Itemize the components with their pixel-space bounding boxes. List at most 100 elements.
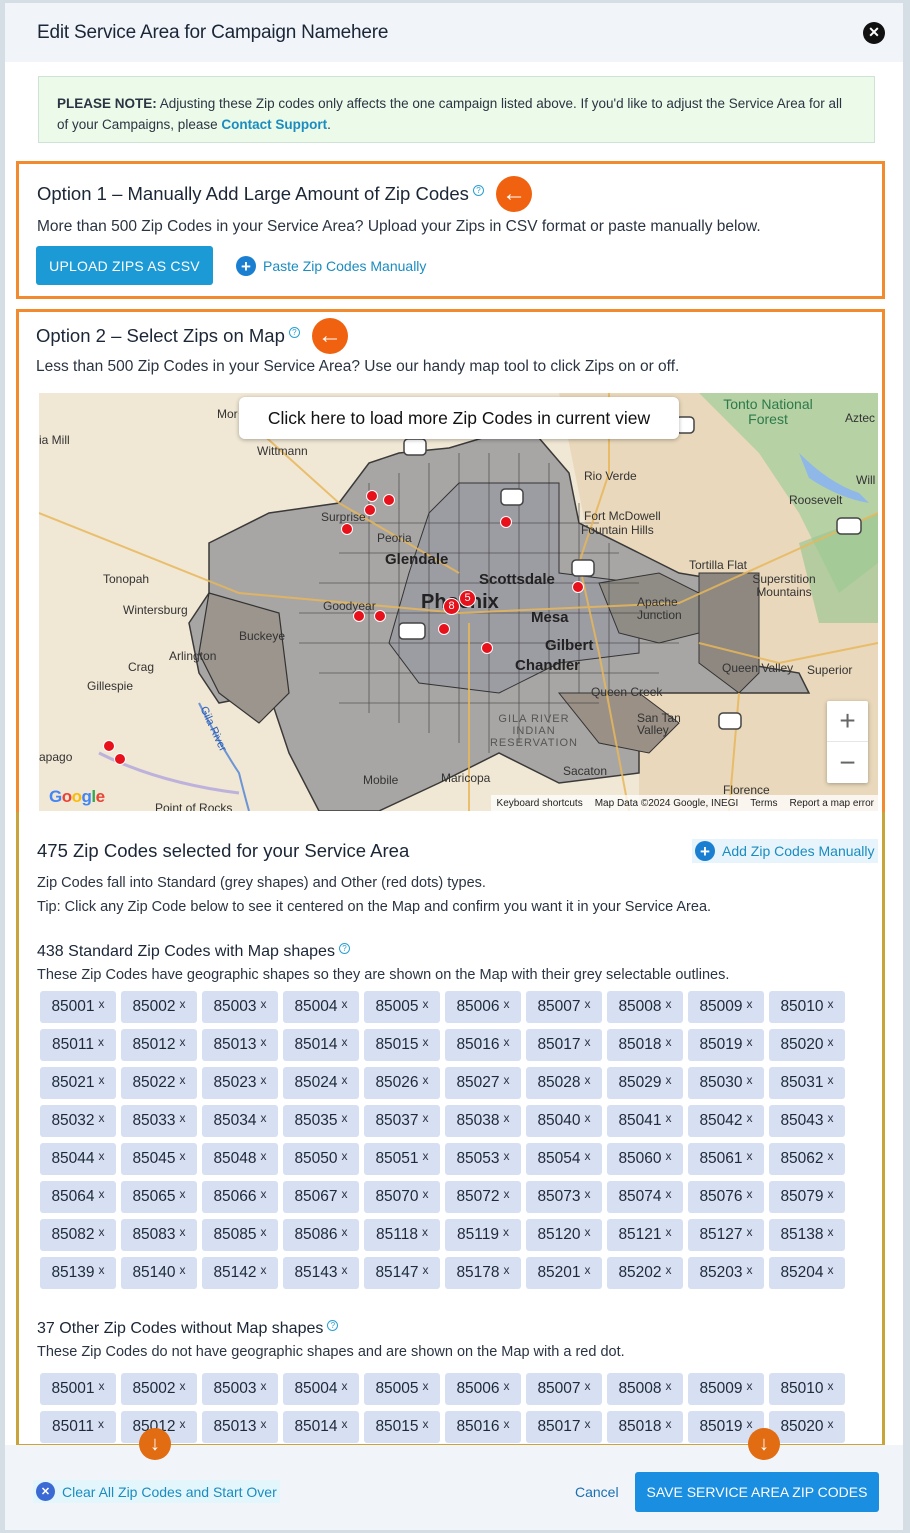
zip-chip[interactable]: 85017 x	[526, 1029, 602, 1061]
remove-zip-icon[interactable]: x	[260, 1379, 267, 1393]
zip-chip[interactable]: 85034 x	[202, 1105, 278, 1137]
remove-zip-icon[interactable]: x	[422, 1035, 429, 1049]
remove-zip-icon[interactable]: x	[260, 1111, 267, 1125]
zip-chip[interactable]: 85027 x	[445, 1067, 521, 1099]
zip-dot-marker[interactable]	[572, 581, 584, 593]
help-icon[interactable]: ?	[288, 326, 300, 338]
clear-all-zips-link[interactable]: ✕ Clear All Zip Codes and Start Over	[33, 1480, 280, 1503]
remove-zip-icon[interactable]: x	[584, 1225, 591, 1239]
zip-chip[interactable]: 85016 x	[445, 1029, 521, 1061]
zip-chip[interactable]: 85004 x	[283, 991, 359, 1023]
zip-chip[interactable]: 85127 x	[688, 1219, 764, 1251]
remove-zip-icon[interactable]: x	[584, 997, 591, 1011]
zip-chip[interactable]: 85138 x	[769, 1219, 845, 1251]
zip-chip[interactable]: 85202 x	[607, 1257, 683, 1289]
zip-chip[interactable]: 85201 x	[526, 1257, 602, 1289]
remove-zip-icon[interactable]: x	[98, 1225, 105, 1239]
remove-zip-icon[interactable]: x	[503, 1035, 510, 1049]
remove-zip-icon[interactable]: x	[503, 997, 510, 1011]
zip-chip[interactable]: 85002 x	[121, 1373, 197, 1405]
remove-zip-icon[interactable]: x	[422, 1187, 429, 1201]
remove-zip-icon[interactable]: x	[179, 1073, 186, 1087]
zip-chip[interactable]: 85083 x	[121, 1219, 197, 1251]
zip-chip[interactable]: 85070 x	[364, 1181, 440, 1213]
remove-zip-icon[interactable]: x	[179, 1035, 186, 1049]
remove-zip-icon[interactable]: x	[827, 1111, 834, 1125]
zip-chip[interactable]: 85139 x	[40, 1257, 116, 1289]
zip-chip[interactable]: 85024 x	[283, 1067, 359, 1099]
remove-zip-icon[interactable]: x	[665, 1187, 672, 1201]
zip-chip[interactable]: 85031 x	[769, 1067, 845, 1099]
zip-chip[interactable]: 85017 x	[526, 1411, 602, 1443]
zip-chip[interactable]: 85062 x	[769, 1143, 845, 1175]
zip-chip[interactable]: 85064 x	[40, 1181, 116, 1213]
zip-chip[interactable]: 85035 x	[283, 1105, 359, 1137]
zip-chip[interactable]: 85022 x	[121, 1067, 197, 1099]
zip-chip[interactable]: 85147 x	[364, 1257, 440, 1289]
zip-chip[interactable]: 85120 x	[526, 1219, 602, 1251]
remove-zip-icon[interactable]: x	[584, 1417, 591, 1431]
zip-chip[interactable]: 85020 x	[769, 1411, 845, 1443]
zip-dot-marker[interactable]	[366, 490, 378, 502]
remove-zip-icon[interactable]: x	[827, 1263, 834, 1277]
remove-zip-icon[interactable]: x	[260, 1035, 267, 1049]
zip-chip[interactable]: 85010 x	[769, 1373, 845, 1405]
zip-chip[interactable]: 85005 x	[364, 1373, 440, 1405]
remove-zip-icon[interactable]: x	[746, 1417, 753, 1431]
remove-zip-icon[interactable]: x	[503, 1187, 510, 1201]
remove-zip-icon[interactable]: x	[503, 1263, 510, 1277]
zip-chip[interactable]: 85076 x	[688, 1181, 764, 1213]
zip-dot-marker[interactable]	[114, 753, 126, 765]
remove-zip-icon[interactable]: x	[746, 997, 753, 1011]
remove-zip-icon[interactable]: x	[665, 1379, 672, 1393]
zip-cluster-marker[interactable]: 5	[459, 590, 476, 607]
remove-zip-icon[interactable]: x	[584, 1379, 591, 1393]
remove-zip-icon[interactable]: x	[422, 1111, 429, 1125]
remove-zip-icon[interactable]: x	[584, 1149, 591, 1163]
load-more-zips-button[interactable]: Click here to load more Zip Codes in cur…	[239, 397, 679, 439]
remove-zip-icon[interactable]: x	[746, 1035, 753, 1049]
zoom-in-button[interactable]: +	[827, 701, 868, 742]
remove-zip-icon[interactable]: x	[827, 1035, 834, 1049]
zip-map[interactable]: Click here to load more Zip Codes in cur…	[39, 393, 878, 811]
zip-chip[interactable]: 85019 x	[688, 1029, 764, 1061]
zip-chip[interactable]: 85015 x	[364, 1411, 440, 1443]
remove-zip-icon[interactable]: x	[179, 1263, 186, 1277]
remove-zip-icon[interactable]: x	[503, 1149, 510, 1163]
remove-zip-icon[interactable]: x	[746, 1149, 753, 1163]
zip-chip[interactable]: 85072 x	[445, 1181, 521, 1213]
add-zip-codes-manually-link[interactable]: + Add Zip Codes Manually	[692, 839, 878, 863]
remove-zip-icon[interactable]: x	[260, 1263, 267, 1277]
remove-zip-icon[interactable]: x	[746, 1379, 753, 1393]
zip-chip[interactable]: 85013 x	[202, 1029, 278, 1061]
zip-chip[interactable]: 85008 x	[607, 991, 683, 1023]
zip-chip[interactable]: 85006 x	[445, 991, 521, 1023]
zip-chip[interactable]: 85054 x	[526, 1143, 602, 1175]
zip-chip[interactable]: 85079 x	[769, 1181, 845, 1213]
remove-zip-icon[interactable]: x	[179, 1225, 186, 1239]
zip-chip[interactable]: 85006 x	[445, 1373, 521, 1405]
zip-chip[interactable]: 85060 x	[607, 1143, 683, 1175]
zip-chip[interactable]: 85007 x	[526, 1373, 602, 1405]
zip-chip[interactable]: 85045 x	[121, 1143, 197, 1175]
remove-zip-icon[interactable]: x	[98, 1149, 105, 1163]
remove-zip-icon[interactable]: x	[341, 1379, 348, 1393]
zip-dot-marker[interactable]	[383, 494, 395, 506]
remove-zip-icon[interactable]: x	[260, 1225, 267, 1239]
zip-dot-marker[interactable]	[103, 740, 115, 752]
remove-zip-icon[interactable]: x	[665, 1035, 672, 1049]
remove-zip-icon[interactable]: x	[827, 1417, 834, 1431]
zip-chip[interactable]: 85203 x	[688, 1257, 764, 1289]
terms-link[interactable]: Terms	[750, 797, 778, 809]
remove-zip-icon[interactable]: x	[503, 1073, 510, 1087]
remove-zip-icon[interactable]: x	[98, 997, 105, 1011]
remove-zip-icon[interactable]: x	[422, 997, 429, 1011]
remove-zip-icon[interactable]: x	[341, 997, 348, 1011]
zip-chip[interactable]: 85032 x	[40, 1105, 116, 1137]
remove-zip-icon[interactable]: x	[746, 1111, 753, 1125]
zip-chip[interactable]: 85009 x	[688, 1373, 764, 1405]
zip-chip[interactable]: 85029 x	[607, 1067, 683, 1099]
zip-chip[interactable]: 85065 x	[121, 1181, 197, 1213]
zip-chip[interactable]: 85009 x	[688, 991, 764, 1023]
zip-chip[interactable]: 85016 x	[445, 1411, 521, 1443]
